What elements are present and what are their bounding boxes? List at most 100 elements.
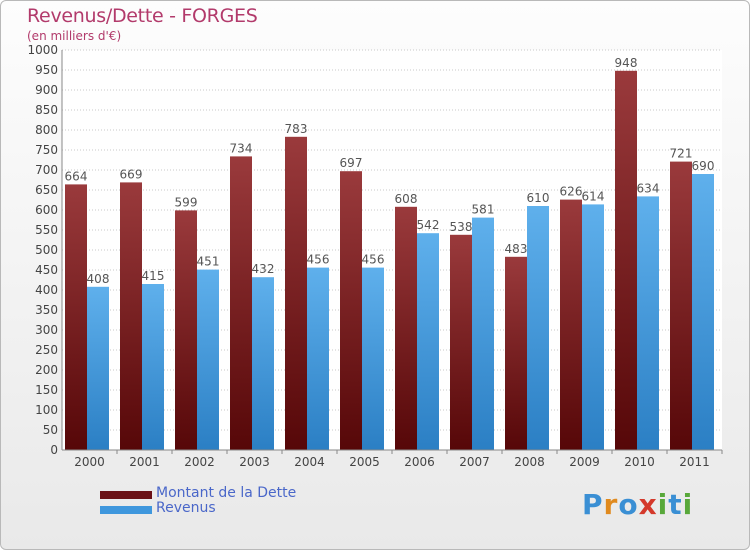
bar-dette xyxy=(560,199,582,450)
bar-revenus xyxy=(252,277,274,450)
y-tick-label: 50 xyxy=(43,423,58,437)
x-tick-label: 2005 xyxy=(349,455,380,469)
logo-letter: t xyxy=(668,488,683,521)
proxiti-logo: Proxiti xyxy=(582,488,693,521)
y-tick-label: 150 xyxy=(35,383,58,397)
data-label-dette: 669 xyxy=(120,167,143,181)
data-label-dette: 734 xyxy=(230,141,253,155)
logo-letter: r xyxy=(603,488,619,521)
data-label-revenus: 581 xyxy=(472,203,495,217)
bars: 664 408 669 415 599 451 734 432 783 456 697 456 608 5… xyxy=(65,56,715,451)
data-label-dette: 664 xyxy=(65,169,88,183)
data-label-revenus: 614 xyxy=(582,189,605,203)
data-label-dette: 626 xyxy=(560,185,583,199)
x-tick-label: 2010 xyxy=(624,455,655,469)
bar-dette xyxy=(230,156,252,450)
bar-revenus xyxy=(362,267,384,450)
y-tick-label: 350 xyxy=(35,303,58,317)
bar-dette xyxy=(450,234,472,450)
bar-dette xyxy=(285,136,307,451)
y-tick-label: 950 xyxy=(35,63,58,77)
data-label-dette: 608 xyxy=(395,192,418,206)
data-label-revenus: 451 xyxy=(197,255,220,269)
bar-dette xyxy=(340,171,362,450)
bar-dette xyxy=(175,210,197,450)
x-tick-label: 2007 xyxy=(459,455,490,469)
chart-title: Revenus/Dette - FORGES xyxy=(27,5,258,27)
data-label-revenus: 456 xyxy=(307,253,330,267)
data-label-dette: 599 xyxy=(175,195,198,209)
bar-revenus xyxy=(197,269,219,450)
bar-revenus xyxy=(417,233,439,450)
grid xyxy=(62,49,722,451)
bar-dette xyxy=(65,184,87,450)
y-tick-label: 900 xyxy=(35,83,58,97)
data-label-revenus: 634 xyxy=(637,181,660,195)
logo-letter: i xyxy=(682,488,694,521)
bar-dette xyxy=(670,161,692,450)
logo-letter: x xyxy=(638,488,658,521)
bar-revenus xyxy=(582,204,604,450)
y-tick-label: 750 xyxy=(35,143,58,157)
x-tick-label: 2002 xyxy=(184,455,215,469)
bar-revenus xyxy=(87,286,109,450)
bar-dette xyxy=(120,182,142,450)
y-tick-label: 600 xyxy=(35,203,58,217)
y-tick-label: 800 xyxy=(35,123,58,137)
y-tick-label: 650 xyxy=(35,183,58,197)
x-tick-label: 2009 xyxy=(569,455,600,469)
y-tick-label: 700 xyxy=(35,163,58,177)
legend-label-dette: Montant de la Dette xyxy=(156,485,297,501)
data-label-revenus: 408 xyxy=(87,272,110,286)
legend-label-revenus: Revenus xyxy=(156,500,216,516)
y-tick-label: 1000 xyxy=(27,43,58,57)
data-label-dette: 721 xyxy=(670,147,693,161)
bar-revenus xyxy=(637,196,659,450)
data-label-revenus: 456 xyxy=(362,253,385,267)
bar-dette xyxy=(395,206,417,450)
y-tick-label: 200 xyxy=(35,363,58,377)
logo-letter: P xyxy=(582,488,604,521)
data-label-dette: 538 xyxy=(450,220,473,234)
logo-letter: o xyxy=(618,488,639,521)
y-tick-label: 0 xyxy=(50,443,58,457)
data-label-revenus: 542 xyxy=(417,218,440,232)
x-tick-label: 2003 xyxy=(239,455,270,469)
data-label-revenus: 610 xyxy=(527,191,550,205)
bar-revenus xyxy=(307,267,329,450)
y-tick-label: 850 xyxy=(35,103,58,117)
data-label-revenus: 432 xyxy=(252,262,275,276)
legend-swatch-dette xyxy=(100,491,152,499)
x-tick-label: 2004 xyxy=(294,455,325,469)
data-label-dette: 783 xyxy=(285,122,308,136)
y-tick-label: 300 xyxy=(35,323,58,337)
y-tick-label: 450 xyxy=(35,263,58,277)
x-tick-label: 2011 xyxy=(679,455,710,469)
x-tick-label: 2006 xyxy=(404,455,435,469)
y-tick-label: 400 xyxy=(35,283,58,297)
bar-revenus xyxy=(692,174,714,450)
bar-revenus xyxy=(142,284,164,450)
logo-letter: i xyxy=(657,488,669,521)
legend-swatch-revenus xyxy=(100,506,152,514)
bar-revenus xyxy=(527,206,549,450)
bar-revenus xyxy=(472,217,494,450)
bar-dette xyxy=(505,256,527,450)
x-tick-label: 2000 xyxy=(74,455,105,469)
y-tick-label: 500 xyxy=(35,243,58,257)
data-label-dette: 483 xyxy=(505,242,528,256)
x-tick-label: 2008 xyxy=(514,455,545,469)
y-tick-label: 550 xyxy=(35,223,58,237)
y-tick-label: 100 xyxy=(35,403,58,417)
x-axis: 2000 2001 2002 2003 2004 2005 2006 2007 2008 2009… xyxy=(62,449,723,469)
data-label-revenus: 690 xyxy=(692,159,715,173)
data-label-dette: 697 xyxy=(340,156,363,170)
bar-dette xyxy=(615,70,637,451)
x-tick-label: 2001 xyxy=(129,455,160,469)
y-axis: 0 50 100 150 200 250 300 350 400 450 500 550 600 650 7… xyxy=(27,43,63,457)
data-label-revenus: 415 xyxy=(142,269,165,283)
chart-subtitle: (en milliers d'€) xyxy=(27,29,122,43)
data-label-dette: 948 xyxy=(615,56,638,70)
y-tick-label: 250 xyxy=(35,343,58,357)
